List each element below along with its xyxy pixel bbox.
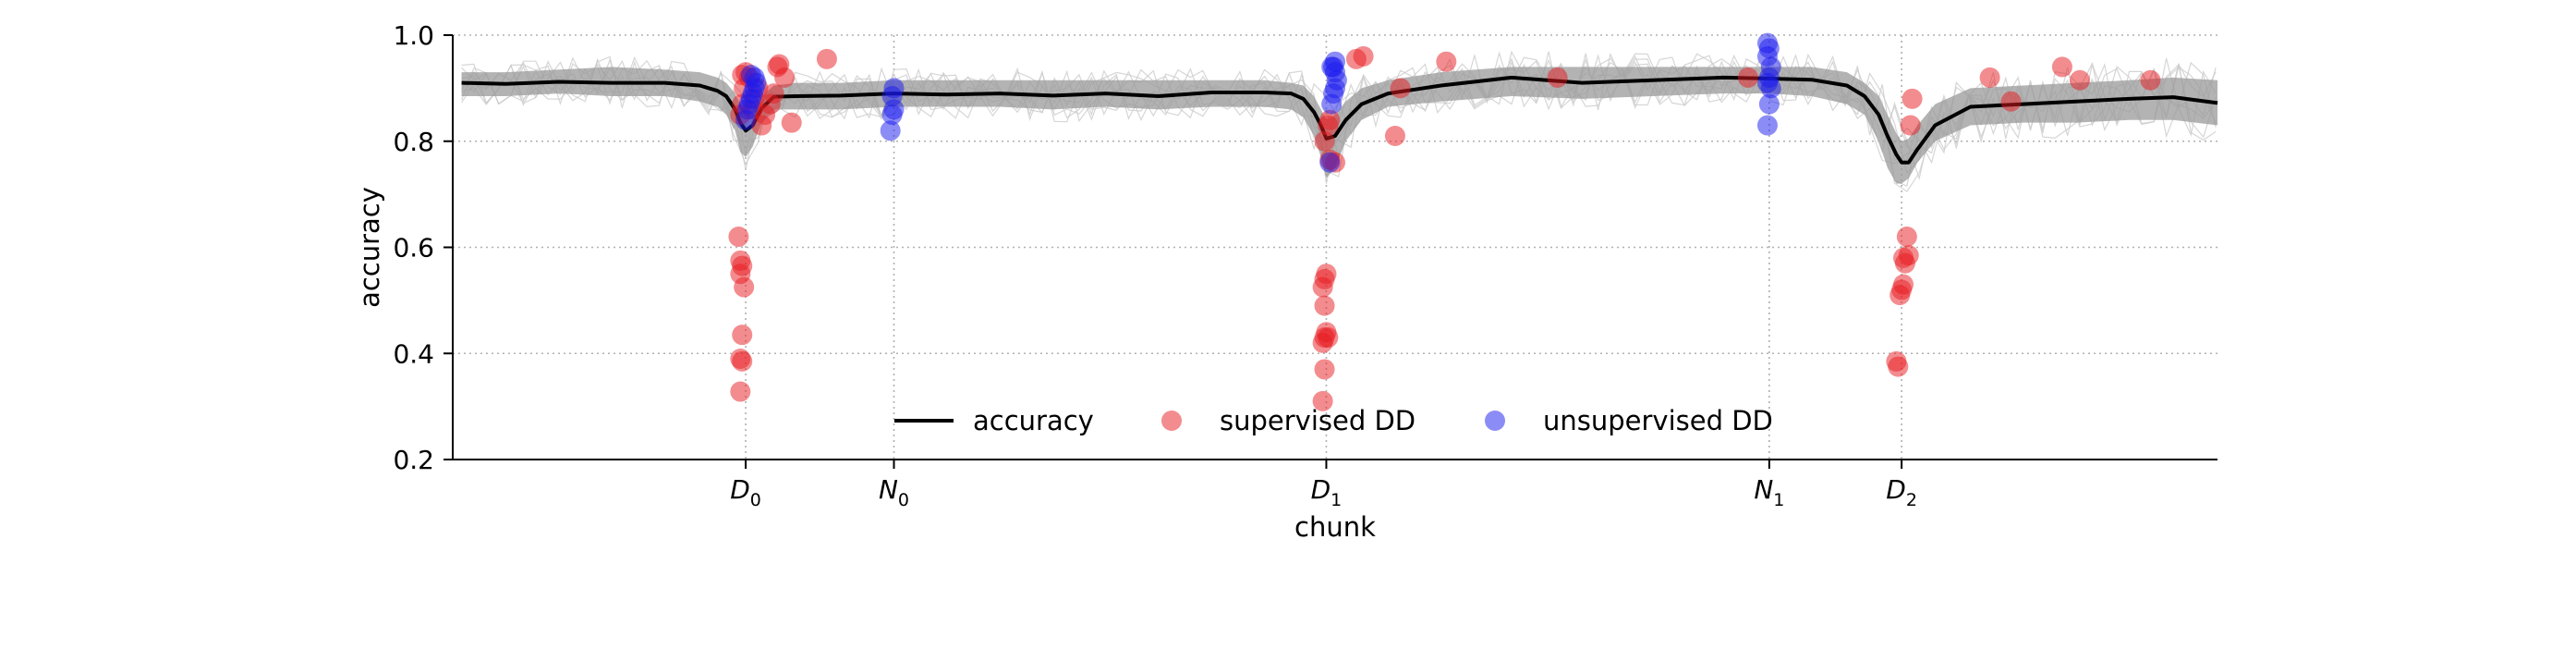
unsupervised-dd-point (1758, 93, 1780, 115)
supervised-dd-point (1314, 359, 1335, 380)
unsupervised-dd-point (1321, 56, 1343, 78)
x-tick-label-subscript: 2 (1906, 490, 1917, 510)
ticks-layer: 0.20.40.60.81.0D0 N0 D1 N1 D2 (393, 20, 1916, 510)
supervised-dd-point (1353, 45, 1374, 67)
supervised-dd-point (816, 48, 837, 69)
x-tick-label-base: N (879, 474, 898, 505)
supervised-dd-point (1898, 245, 1919, 266)
x-tick-label-base: D (1311, 474, 1331, 505)
supervised-dd-point (1896, 227, 1917, 248)
y-tick-label: 0.4 (393, 338, 434, 369)
supervised-dd-point (1902, 88, 1923, 109)
legend-label-unsupervised: unsupervised DD (1543, 405, 1773, 436)
y-tick-label: 0.2 (393, 445, 434, 475)
points-layer (728, 32, 2161, 411)
x-tick-label: D0 (730, 474, 761, 510)
supervised-dd-point (1979, 67, 2000, 88)
supervised-dd-point (1312, 390, 1333, 411)
supervised-dd-point (1318, 115, 1339, 136)
supervised-dd-point (1314, 130, 1335, 152)
legend-label-accuracy: accuracy (973, 405, 1094, 436)
unsupervised-dd-point (1756, 32, 1778, 54)
x-tick-label-subscript: 0 (750, 490, 761, 510)
x-tick-label: N0 (879, 474, 909, 510)
unsupervised-dd-point (883, 78, 905, 99)
supervised-dd-point (2140, 69, 2161, 91)
plot-area: 0.20.40.60.81.0D0 N0 D1 N1 D2 (393, 20, 2218, 510)
y-tick-label: 0.6 (393, 233, 434, 264)
supervised-dd-point (1737, 67, 1758, 88)
supervised-dd-point (730, 348, 751, 369)
x-axis-label: chunk (1294, 511, 1376, 543)
x-tick-label: N1 (1754, 474, 1784, 510)
supervised-dd-point (1318, 327, 1339, 349)
supervised-dd-point (1314, 295, 1335, 316)
supervised-dd-point (1888, 356, 1909, 377)
x-tick-label-subscript: 0 (898, 490, 909, 510)
supervised-dd-point (1316, 264, 1337, 285)
supervised-dd-point (1390, 78, 1411, 99)
supervised-dd-point (2000, 91, 2022, 112)
x-tick-label-base: D (1886, 474, 1906, 505)
supervised-dd-point (763, 83, 784, 104)
unsupervised-dd-point (1756, 115, 1778, 136)
y-tick-label: 1.0 (393, 20, 434, 51)
legend-swatch-supervised (1161, 411, 1182, 431)
supervised-dd-point (774, 67, 796, 88)
y-tick-label: 0.8 (393, 127, 434, 157)
unsupervised-dd-point (740, 65, 761, 86)
supervised-dd-point (1900, 115, 1921, 136)
y-axis-label: accuracy (354, 187, 385, 308)
supervised-dd-point (2051, 56, 2072, 78)
supervised-dd-point (732, 325, 753, 346)
unsupervised-dd-point (1319, 152, 1341, 173)
supervised-dd-point (1436, 51, 1457, 72)
legend-label-supervised: supervised DD (1220, 405, 1416, 436)
supervised-dd-point (730, 250, 751, 271)
unsupervised-dd-point (880, 120, 901, 141)
supervised-dd-point (730, 381, 751, 402)
supervised-dd-point (1893, 274, 1914, 295)
supervised-dd-point (2070, 69, 2091, 91)
supervised-dd-point (1384, 126, 1405, 147)
x-tick-label: D2 (1886, 474, 1917, 510)
x-tick-label-base: N (1754, 474, 1773, 505)
x-tick-label-subscript: 1 (1773, 490, 1784, 510)
supervised-dd-point (728, 227, 749, 248)
x-tick-label-subscript: 1 (1331, 490, 1342, 510)
legend-swatch-unsupervised (1485, 411, 1505, 431)
x-tick-label-base: D (730, 474, 750, 505)
legend: accuracy supervised DD unsupervised DD (894, 405, 1773, 436)
x-tick-label: D1 (1311, 474, 1343, 510)
supervised-dd-point (1547, 67, 1568, 88)
supervised-dd-point (781, 112, 802, 133)
